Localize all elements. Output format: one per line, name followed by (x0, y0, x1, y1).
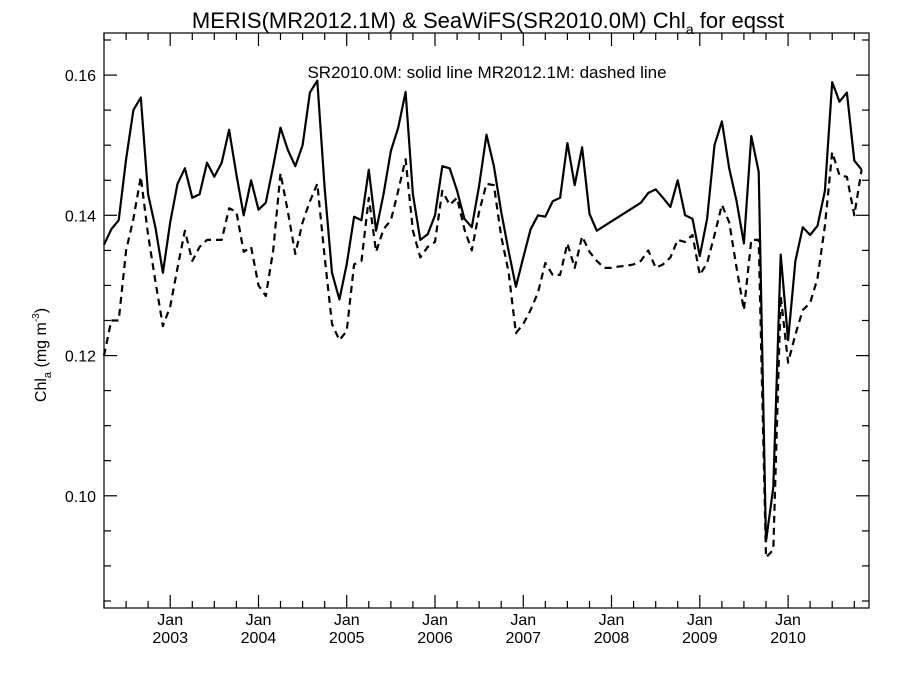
x-tick-label-year: 2008 (594, 630, 630, 647)
chart-title: MERIS(MR2012.1M) & SeaWiFS(SR2010.0M) Ch… (192, 8, 784, 37)
x-tick-label-year: 2010 (770, 630, 806, 647)
y-axis-label: Chla (mg m-3) (31, 308, 54, 402)
y-axis-label-unit-close: ) (33, 308, 50, 313)
y-tick-label: 0.12 (65, 349, 96, 366)
x-tick-label-month: Jan (157, 612, 183, 629)
x-tick-label-month: Jan (246, 612, 272, 629)
chart-title-subscript: a (686, 21, 694, 37)
y-tick-label: 0.14 (65, 208, 96, 225)
y-axis-label-unit: (mg m (33, 322, 50, 372)
x-tick-label-month: Jan (422, 612, 448, 629)
series-line-solid (103, 79, 863, 543)
x-tick-label-year: 2006 (417, 630, 453, 647)
y-tick-label: 0.10 (65, 489, 96, 506)
x-tick-label-month: Jan (510, 612, 536, 629)
y-axis-label-superscript: -3 (31, 313, 42, 322)
x-tick-label-year: 2009 (682, 630, 718, 647)
legend-note: SR2010.0M: solid line MR2012.1M: dashed … (307, 63, 666, 82)
x-tick-label-month: Jan (687, 612, 713, 629)
x-tick-label-year: 2007 (505, 630, 541, 647)
x-tick-label-month: Jan (334, 612, 360, 629)
x-tick-label-year: 2003 (152, 630, 188, 647)
series-line-dashed (102, 151, 863, 559)
x-tick-label-month: Jan (599, 612, 625, 629)
plot-series (102, 79, 863, 559)
chart-title-suffix: for eqsst (694, 8, 784, 33)
y-axis-label-subscript: a (42, 371, 54, 378)
x-tick-label-year: 2005 (329, 630, 365, 647)
y-axis-label-main: Chl (33, 378, 50, 402)
axis-ticks: 0.100.120.140.16Jan2003Jan2004Jan2005Jan… (65, 33, 869, 647)
y-tick-label: 0.16 (65, 68, 96, 85)
plot-frame (103, 32, 870, 609)
chart-title-main: MERIS(MR2012.1M) & SeaWiFS(SR2010.0M) Ch… (192, 8, 686, 33)
x-tick-label-month: Jan (775, 612, 801, 629)
x-tick-label-year: 2004 (241, 630, 277, 647)
